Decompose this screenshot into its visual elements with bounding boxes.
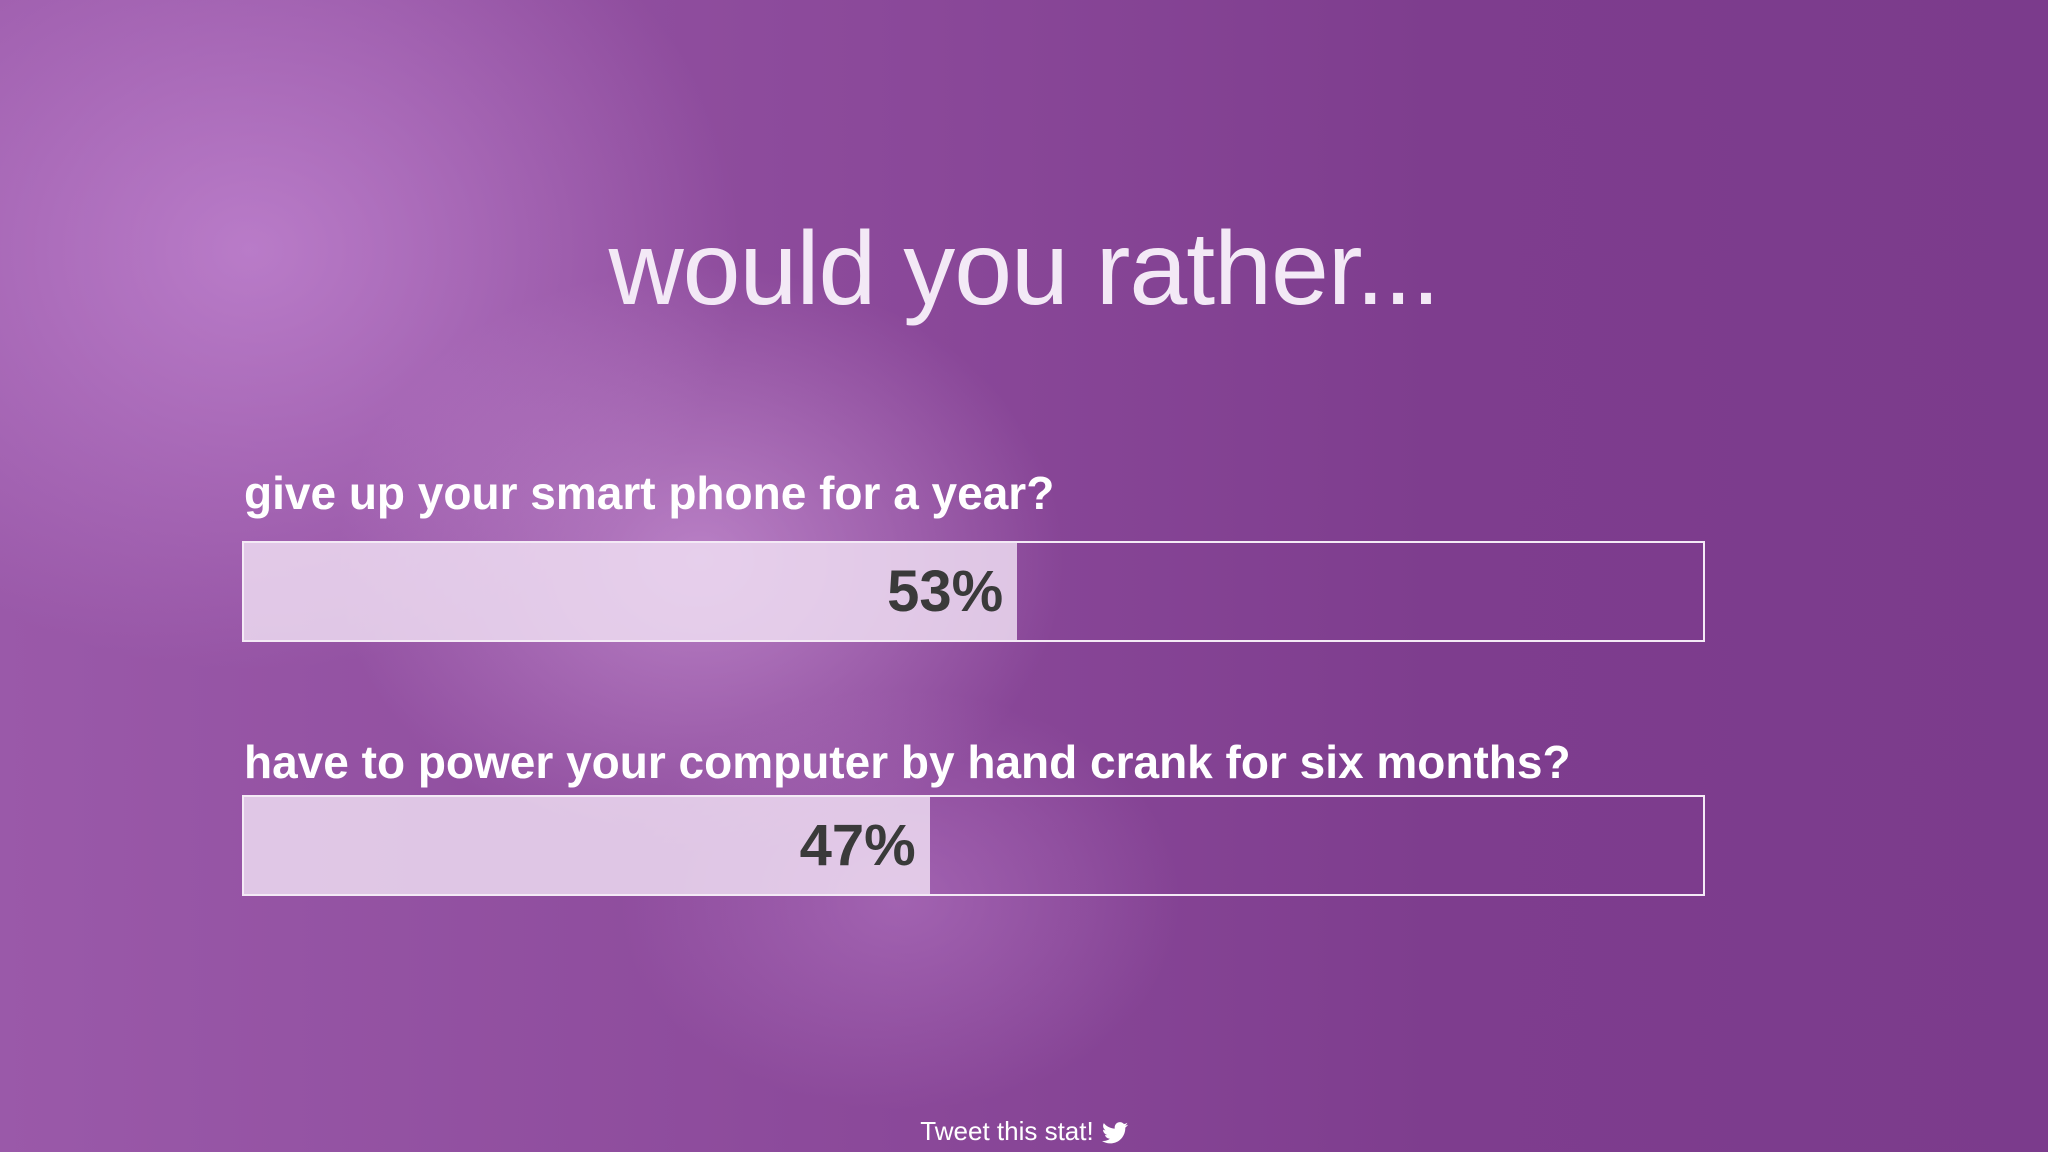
question-text: have to power your computer by hand cran… [244,736,1571,788]
twitter-icon[interactable] [1101,1122,1128,1144]
result-bar: 53% [242,541,1705,642]
tweet-link[interactable]: Tweet this stat! [0,1116,2048,1147]
percent-label: 47% [799,813,916,878]
result-bar: 47% [242,795,1705,896]
title: would you rather... [608,211,1441,327]
tweet-text[interactable]: Tweet this stat! [920,1116,1094,1146]
result-fill [244,543,1018,640]
question-text: give up your smart phone for a year? [244,467,1055,519]
percent-label: 53% [887,559,1004,624]
result-fill [244,797,930,894]
